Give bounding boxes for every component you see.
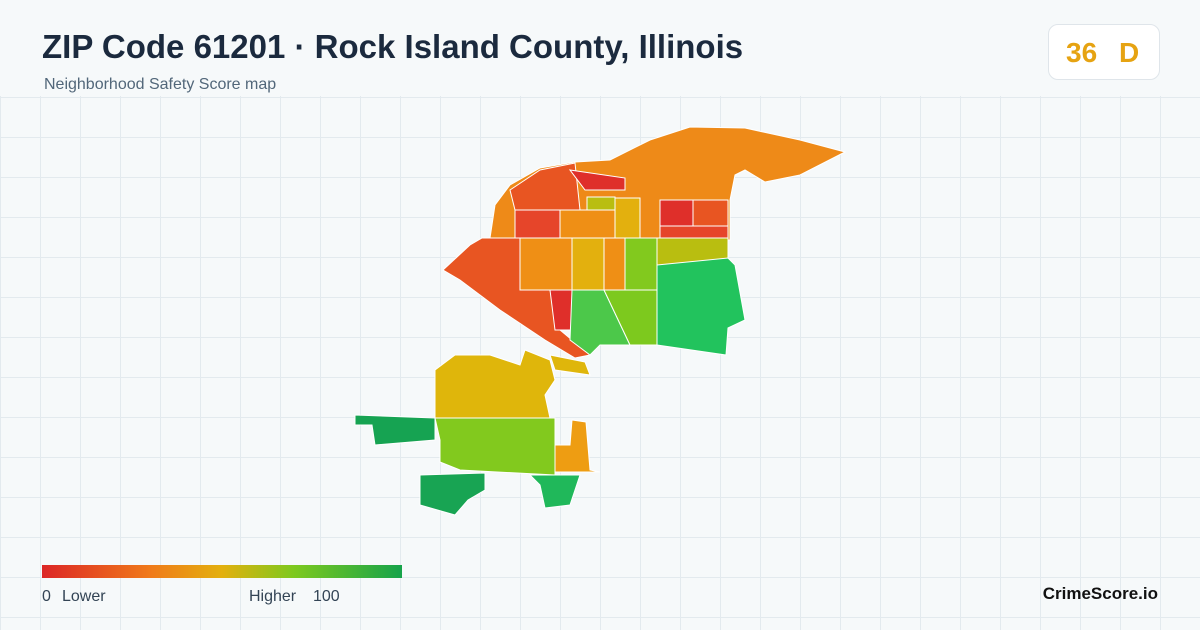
area (554, 419, 601, 473)
area (571, 237, 605, 291)
title: ZIP Code 61201 · Rock Island County, Ill… (42, 28, 744, 65)
area (509, 162, 581, 211)
area (549, 354, 591, 376)
score-badge: 36 D (1048, 24, 1160, 80)
area (434, 417, 556, 476)
area (614, 197, 641, 239)
area (656, 257, 746, 356)
grade: D (1119, 37, 1140, 68)
area (354, 414, 436, 446)
area (603, 237, 626, 291)
area (559, 209, 616, 239)
area (568, 169, 626, 191)
area (692, 199, 729, 229)
score: 36 (1066, 37, 1098, 68)
area (624, 237, 658, 291)
subtitle: Neighborhood Safety Score map (44, 76, 277, 93)
legend-max: 100 (313, 588, 340, 605)
area (419, 472, 486, 516)
legend-max-label: Higher (249, 588, 297, 605)
area (519, 237, 573, 291)
area (434, 349, 556, 419)
legend-min: 0 (42, 588, 51, 605)
legend-gradient (42, 565, 402, 578)
brand: CrimeScore.io (1042, 584, 1158, 603)
legend-min-label: Lower (62, 588, 106, 605)
area (528, 474, 581, 509)
area (659, 199, 694, 227)
area (514, 209, 561, 239)
header (0, 0, 1200, 96)
